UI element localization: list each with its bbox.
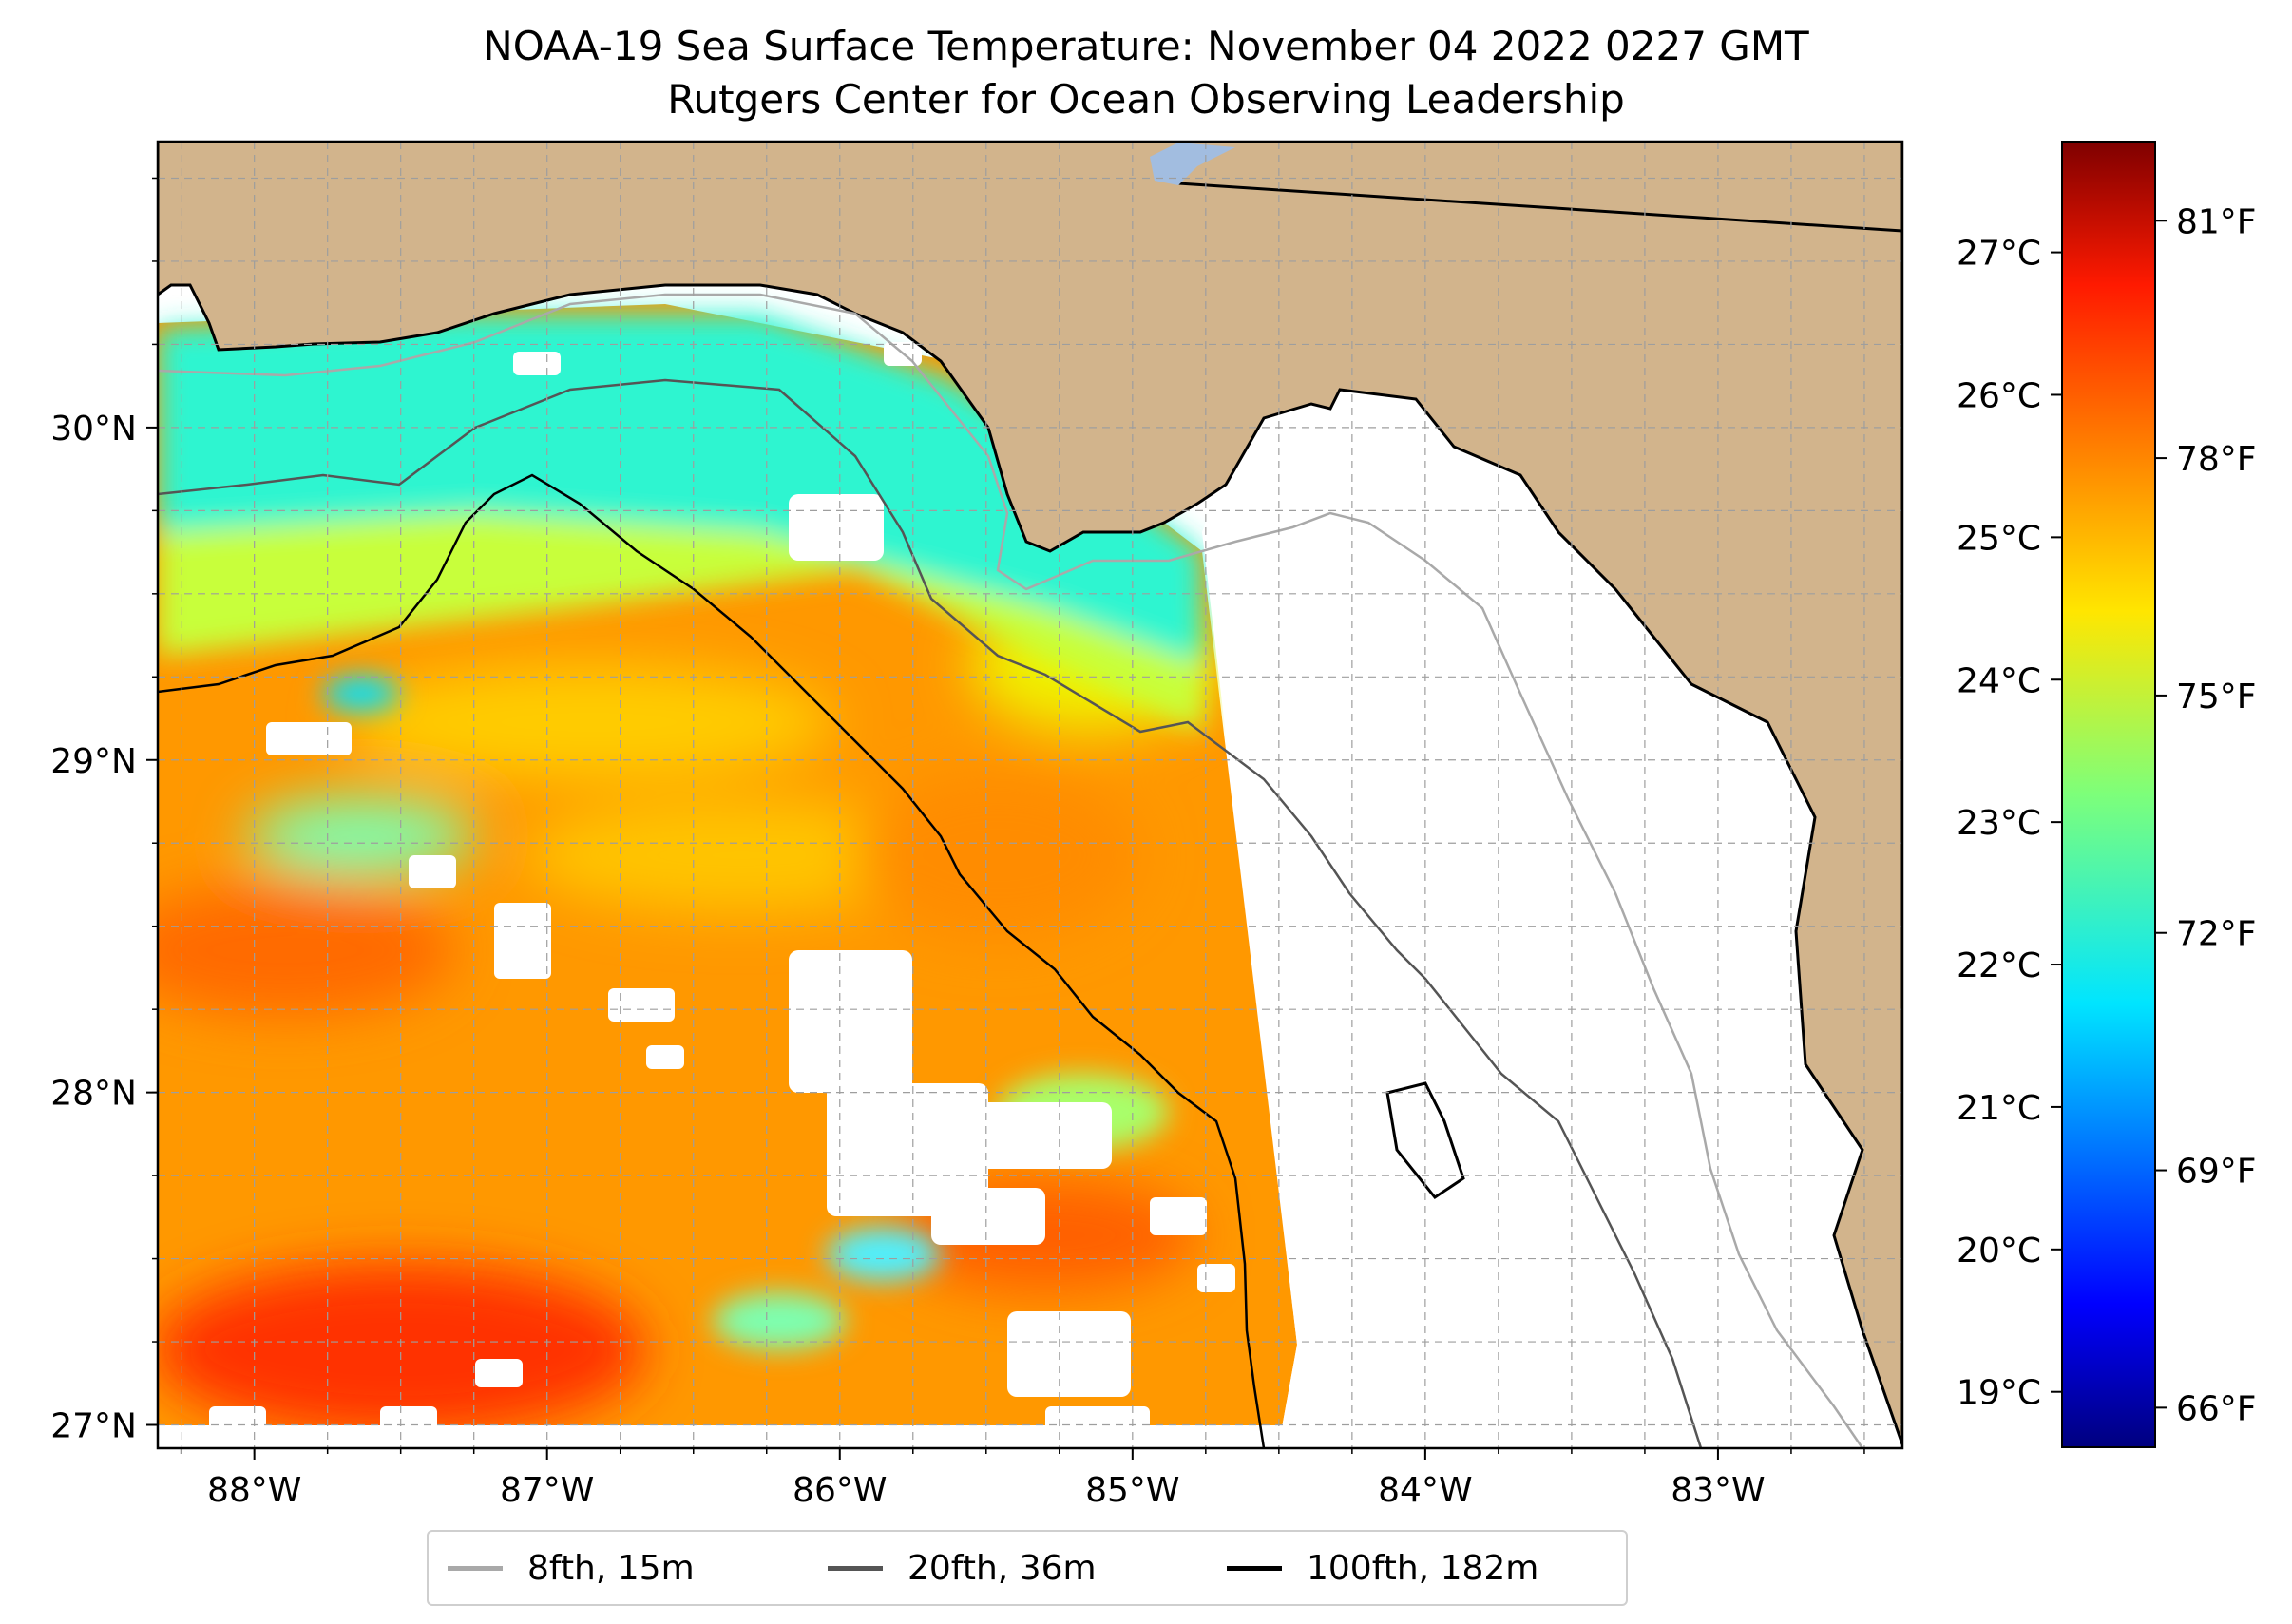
celsius-tick-label: 27°C [1957, 235, 2041, 274]
celsius-tick-label: 23°C [1957, 804, 2041, 843]
fahrenheit-tick-label: 66°F [2176, 1389, 2257, 1428]
fahrenheit-tick-label: 75°F [2176, 678, 2257, 716]
celsius-tick-label: 24°C [1957, 661, 2041, 700]
chart-title: NOAA-19 Sea Surface Temperature: Novembe… [483, 23, 1809, 69]
map-gridlines [158, 142, 1902, 1448]
celsius-tick-label: 25°C [1957, 519, 2041, 558]
fahrenheit-tick-label: 81°F [2176, 202, 2257, 241]
chart-subtitle: Rutgers Center for Ocean Observing Leade… [667, 76, 1625, 123]
bathymetry-contours [158, 293, 1864, 1448]
celsius-tick-label: 21°C [1957, 1089, 2041, 1128]
map-frame [156, 140, 1904, 1450]
state-border [1177, 182, 1902, 233]
celsius-tick-label: 20°C [1957, 1232, 2041, 1271]
celsius-tick-label: 26°C [1957, 376, 2041, 415]
contour-legend: 8fth, 15m 20fth, 36m 100fth, 182m [427, 1530, 1628, 1606]
lat-tick-label: 28°N [50, 1075, 137, 1114]
celsius-tick-label: 22°C [1957, 946, 2041, 985]
lon-tick-label: 83°W [1671, 1471, 1765, 1510]
fahrenheit-tick-label: 72°F [2176, 915, 2257, 954]
fahrenheit-tick-label: 69°F [2176, 1153, 2257, 1192]
legend-label: 100fth, 182m [1307, 1548, 1539, 1588]
legend-item-8fth: 8fth, 15m [448, 1548, 695, 1588]
colorbar [2061, 141, 2156, 1448]
legend-label: 8fth, 15m [527, 1548, 695, 1588]
legend-swatch-100fth [1227, 1565, 1282, 1571]
legend-item-100fth: 100fth, 182m [1227, 1548, 1539, 1588]
legend-label: 20fth, 36m [907, 1548, 1097, 1588]
legend-swatch-8fth [448, 1565, 503, 1571]
contour-20fth [158, 378, 1703, 1448]
lon-tick-label: 85°W [1085, 1471, 1179, 1510]
lake [1150, 143, 1235, 185]
lon-tick-label: 88°W [207, 1471, 301, 1510]
legend-swatch-20fth [828, 1565, 883, 1571]
legend-item-20fth: 20fth, 36m [828, 1548, 1097, 1588]
lon-tick-label: 86°W [793, 1471, 887, 1510]
contour-8fth [158, 293, 1864, 1448]
map-area [158, 142, 1902, 1448]
lat-tick-label: 30°N [50, 410, 137, 449]
celsius-tick-label: 19°C [1957, 1374, 2041, 1413]
fahrenheit-tick-label: 78°F [2176, 440, 2257, 479]
lat-tick-label: 29°N [50, 742, 137, 781]
colorbar-ticks: 27°C 26°C 25°C 24°C 23°C 22°C 21°C 20°C 19°C 81°F… [1957, 202, 2256, 1428]
lat-tick-label: 27°N [50, 1407, 137, 1446]
axis-ticks: 88°W 87°W 86°W 85°W 84°W 83°W 30°N 29°N 28°N 27°N [50, 177, 1865, 1510]
lon-tick-label: 87°W [500, 1471, 594, 1510]
lon-tick-label: 84°W [1378, 1471, 1472, 1510]
contour-100fth [158, 473, 1266, 1448]
